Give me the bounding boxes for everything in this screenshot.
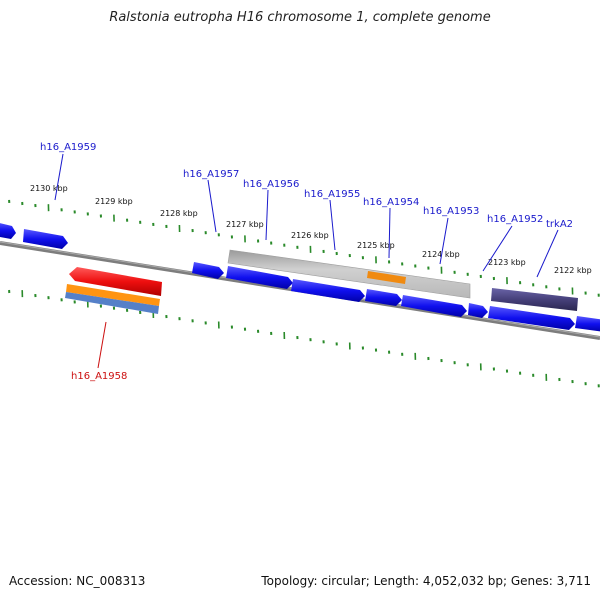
- gene-label[interactable]: h16_A1955: [304, 189, 360, 200]
- gene-arrow[interactable]: [401, 295, 467, 317]
- gene-arrow[interactable]: [23, 229, 68, 249]
- gene-label[interactable]: h16_A1952: [487, 214, 543, 225]
- kbp-label: 2128 kbp: [160, 209, 198, 218]
- gene-label[interactable]: h16_A1954: [363, 197, 419, 208]
- gene-arrow[interactable]: [488, 306, 575, 330]
- gene-arrow[interactable]: [226, 266, 293, 289]
- region-orange[interactable]: [367, 271, 406, 284]
- leader-line: [482, 225, 513, 272]
- gene-arrow[interactable]: [365, 289, 402, 306]
- leader-line-highlight: [97, 321, 107, 369]
- gene-label[interactable]: h16_A1953: [423, 206, 479, 217]
- kbp-label: 2123 kbp: [488, 258, 526, 267]
- highlight-red-arrow[interactable]: [69, 267, 162, 296]
- highlight-blue-bar[interactable]: [65, 292, 159, 314]
- kbp-labels: 2130 kbp 2129 kbp 2128 kbp 2127 kbp 2126…: [30, 184, 592, 275]
- gene-arrow[interactable]: [468, 303, 488, 318]
- leader-line: [388, 207, 391, 259]
- leader-line: [265, 189, 269, 241]
- gene-arrow[interactable]: [291, 279, 365, 302]
- highlight-h16-A1958: [65, 267, 162, 314]
- gene-labels: h16_A1959 h16_A1957 h16_A1956 h16_A1955 …: [40, 142, 573, 382]
- gene-label[interactable]: h16_A1956: [243, 179, 299, 190]
- gene-arrow[interactable]: [192, 262, 224, 279]
- tick-ruler-upper: [8, 199, 600, 297]
- topology-text: Topology: circular; Length: 4,052,032 bp…: [261, 574, 591, 588]
- kbp-label: 2127 kbp: [226, 220, 264, 229]
- gene-label[interactable]: h16_A1959: [40, 142, 96, 153]
- map-title: Ralstonia eutropha H16 chromosome 1, com…: [109, 10, 491, 25]
- leader-line: [329, 199, 336, 251]
- leader-line: [536, 229, 559, 278]
- kbp-label: 2126 kbp: [291, 231, 329, 240]
- region-purple[interactable]: [491, 288, 578, 311]
- kbp-label: 2129 kbp: [95, 197, 133, 206]
- leader-line: [207, 179, 217, 233]
- gene-label-highlight[interactable]: h16_A1958: [71, 371, 127, 382]
- highlight-orange-bar[interactable]: [66, 284, 160, 306]
- region-gray[interactable]: [227, 249, 471, 299]
- leader-line: [439, 217, 449, 265]
- kbp-label: 2130 kbp: [30, 184, 68, 193]
- forward-genes: [0, 222, 600, 332]
- label-leader-lines: [54, 153, 559, 369]
- kbp-label: 2125 kbp: [357, 241, 395, 250]
- gene-arrow[interactable]: [0, 222, 16, 239]
- tick-ruler-lower: [8, 289, 600, 388]
- gene-arrow[interactable]: [575, 316, 600, 332]
- feature-regions: [227, 249, 578, 311]
- gene-label[interactable]: h16_A1957: [183, 169, 239, 180]
- kbp-label: 2122 kbp: [554, 266, 592, 275]
- gene-label[interactable]: trkA2: [546, 219, 573, 230]
- accession-text: Accession: NC_008313: [9, 574, 146, 588]
- kbp-label: 2124 kbp: [422, 250, 460, 259]
- leader-line: [54, 153, 64, 201]
